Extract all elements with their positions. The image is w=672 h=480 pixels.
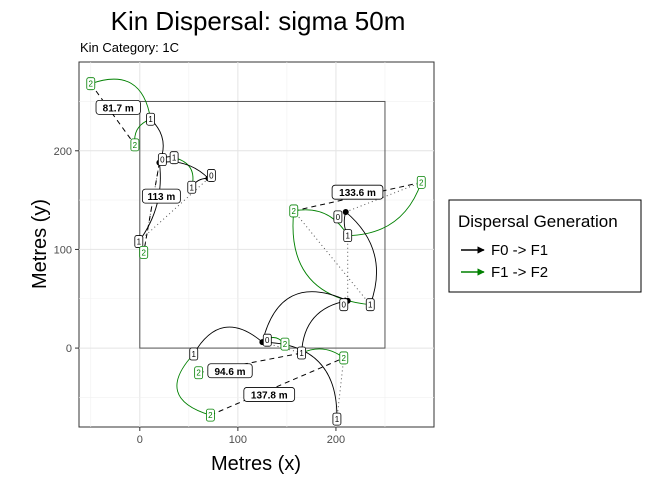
distance-label-box <box>331 184 384 200</box>
individual-tag-label: 2 <box>196 369 201 378</box>
dispersal-arrow <box>138 162 161 242</box>
legend-title: Dispersal Generation <box>458 212 618 231</box>
individual-tag-label: 2 <box>141 248 146 257</box>
dispersal-arrow <box>262 341 340 420</box>
individual-tag-label: 0 <box>209 171 214 180</box>
study-area-boundary <box>139 100 386 349</box>
individual-tag <box>262 333 272 347</box>
individual-tag-label: 1 <box>345 232 350 241</box>
study-area-layer <box>139 100 386 349</box>
distance-label: 137.8 m <box>251 390 288 401</box>
individual-tag <box>130 138 140 152</box>
distance-label-box <box>243 387 296 402</box>
parent-point <box>342 208 349 215</box>
individual-tag <box>134 235 144 248</box>
individual-tag <box>416 175 426 189</box>
individual-tag-label: 2 <box>419 178 424 187</box>
legend-label-f0-f1: F0 -> F1 <box>491 242 548 259</box>
individual-tag-label: 1 <box>148 115 153 124</box>
dotted-link <box>293 210 371 305</box>
distance-label: 81.7 m <box>103 103 134 114</box>
y-tick-label: 200 <box>54 146 72 158</box>
individual-tag-label: 2 <box>283 340 288 349</box>
individual-tag <box>343 229 353 243</box>
individual-tag-label: 1 <box>190 183 195 192</box>
individual-tag <box>157 153 167 167</box>
individual-tag-label: 1 <box>192 350 197 359</box>
individual-tag <box>297 346 307 360</box>
individual-tag <box>365 298 375 312</box>
individual-tag <box>139 245 149 259</box>
dispersal-arrow <box>90 78 152 120</box>
dispersal-arrow <box>176 353 211 417</box>
distance-label-box <box>141 188 181 204</box>
chart-subtitle: Kin Category: 1C <box>80 40 179 55</box>
y-tick-label: 100 <box>54 244 72 256</box>
individual-tag-label: 1 <box>368 301 373 310</box>
individual-tag <box>86 77 96 91</box>
distance-label-box <box>207 363 253 379</box>
chart-title: Kin Dispersal: sigma 50m <box>111 6 406 36</box>
individual-tag <box>339 351 349 365</box>
individual-tag <box>333 210 343 224</box>
distance-labels-layer: 81.7 m 113 m 133.6 m 94.6 m 137.8 m <box>95 99 384 402</box>
individual-tag <box>194 366 204 380</box>
dispersal-arrow <box>347 181 423 237</box>
distance-line <box>210 357 344 416</box>
legend-box <box>448 199 642 293</box>
individual-tag <box>206 408 215 422</box>
distance-label-box <box>95 99 141 115</box>
x-tick-label: 0 <box>137 434 143 446</box>
legend-label-f1-f2: F1 -> F2 <box>491 264 548 281</box>
y-axis-label: Metres (y) <box>29 199 51 289</box>
individual-tag <box>280 337 290 351</box>
distance-label: 133.6 m <box>339 188 376 199</box>
x-tick-label: 100 <box>229 434 247 446</box>
dispersal-arrow <box>299 300 348 354</box>
dispersal-arrow <box>193 326 263 355</box>
y-tick-label: 0 <box>66 343 72 355</box>
distance-line <box>143 162 160 253</box>
individual-tag-label: 2 <box>342 354 347 363</box>
individual-tag <box>187 180 197 194</box>
distance-label: 94.6 m <box>214 367 245 378</box>
dispersal-arrow <box>345 211 377 306</box>
individual-tag-label: 2 <box>89 80 94 89</box>
individual-tag-label: 1 <box>172 154 177 163</box>
distance-label: 113 m <box>147 192 175 203</box>
individual-tag-label: 2 <box>208 411 213 420</box>
dispersal-arrow <box>261 291 349 343</box>
individual-tag <box>289 204 299 218</box>
dotted-link <box>345 181 422 213</box>
legend: Dispersal Generation F0 -> F1 F1 -> F2 <box>448 199 642 293</box>
individual-tag-label: 1 <box>299 349 304 358</box>
individual-tag <box>339 298 349 312</box>
individual-tag <box>189 347 199 361</box>
plot-panel <box>78 61 435 428</box>
individual-tag <box>332 412 342 426</box>
x-axis-label: Metres (x) <box>211 453 301 475</box>
x-tick-label: 200 <box>327 434 345 446</box>
individual-tag-label: 2 <box>292 207 297 216</box>
individual-tag <box>146 112 155 126</box>
individual-tag-label: 1 <box>137 238 142 247</box>
individual-tag-label: 0 <box>336 213 341 222</box>
individual-tag <box>206 169 216 182</box>
individual-tag-label: 2 <box>133 141 138 150</box>
individual-tag-label: 0 <box>160 156 165 165</box>
dispersal-arrow <box>291 210 371 306</box>
individual-tag <box>169 151 179 165</box>
individual-tag-label: 0 <box>342 301 347 310</box>
individual-tag-label: 0 <box>265 336 270 345</box>
individual-tag-label: 1 <box>335 415 340 424</box>
